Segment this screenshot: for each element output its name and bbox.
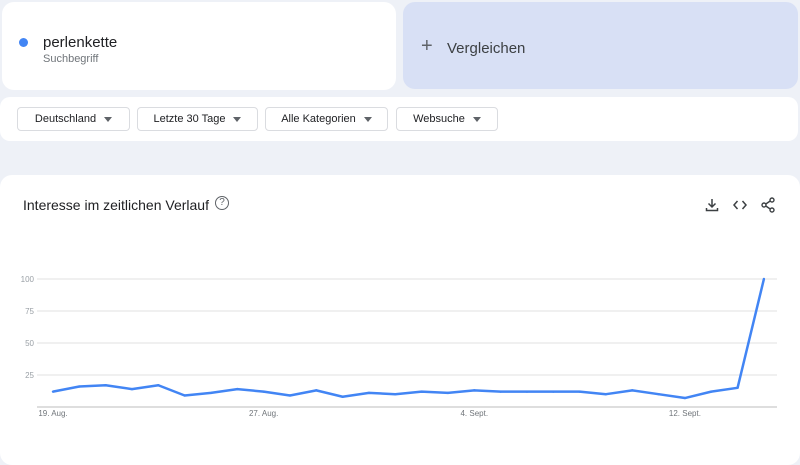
data-point	[631, 389, 634, 392]
data-point	[578, 390, 581, 393]
data-point	[683, 396, 687, 400]
data-point	[78, 385, 81, 388]
x-tick-label: 4. Sept.	[460, 409, 488, 418]
data-point	[420, 390, 423, 393]
data-point	[657, 393, 660, 396]
chart-title: Interesse im zeitlichen Verlauf	[23, 197, 209, 213]
share-icon[interactable]	[760, 197, 776, 213]
y-tick-label: 75	[25, 307, 34, 316]
data-point	[288, 394, 292, 397]
x-tick-label: 12. Sept.	[669, 409, 701, 418]
data-point	[736, 386, 739, 389]
y-tick-label: 25	[25, 371, 34, 380]
time-range-label: Letzte 30 Tage	[153, 113, 226, 125]
data-point	[51, 390, 55, 393]
data-point	[130, 387, 134, 391]
data-point	[183, 394, 186, 397]
data-point	[262, 390, 265, 393]
caret-down-icon	[233, 116, 242, 122]
region-dropdown[interactable]: Deutschland	[17, 107, 130, 131]
category-dropdown[interactable]: Alle Kategorien	[265, 107, 388, 131]
search-term-card[interactable]: perlenkette Suchbegriff	[2, 2, 396, 90]
category-label: Alle Kategorien	[281, 113, 356, 125]
data-point	[710, 390, 713, 393]
time-range-dropdown[interactable]: Letzte 30 Tage	[137, 107, 258, 131]
filter-bar: Deutschland Letzte 30 Tage Alle Kategori…	[0, 97, 798, 141]
data-point	[473, 389, 476, 392]
data-point	[315, 389, 318, 392]
data-point	[604, 393, 608, 396]
series-color-dot	[19, 38, 28, 47]
data-point	[552, 390, 555, 393]
y-tick-label: 50	[25, 339, 34, 348]
caret-down-icon	[472, 116, 481, 122]
data-point	[499, 390, 502, 393]
data-point	[394, 393, 397, 396]
data-point	[236, 387, 239, 391]
data-point	[525, 390, 529, 393]
x-tick-label: 27. Aug.	[249, 409, 278, 418]
interest-over-time-card: Interesse im zeitlichen Verlauf ?	[0, 175, 800, 465]
caret-down-icon	[363, 116, 372, 122]
download-icon[interactable]	[704, 197, 720, 213]
search-term-type: Suchbegriff	[43, 53, 99, 65]
caret-down-icon	[104, 116, 113, 122]
data-point	[762, 277, 766, 281]
data-point	[209, 391, 213, 395]
data-point	[367, 391, 371, 395]
plus-icon: +	[421, 35, 433, 57]
search-term-name: perlenkette	[43, 34, 118, 51]
search-type-label: Websuche	[413, 113, 465, 125]
y-tick-label: 100	[21, 275, 35, 284]
series-line	[52, 278, 766, 400]
data-point	[446, 391, 450, 395]
search-type-dropdown[interactable]: Websuche	[396, 107, 498, 131]
data-point	[104, 384, 107, 387]
help-icon[interactable]: ?	[215, 196, 229, 210]
compare-button[interactable]: + Vergleichen	[403, 2, 798, 89]
x-tick-label: 19. Aug.	[38, 409, 67, 418]
data-point	[341, 395, 344, 398]
compare-label: Vergleichen	[447, 40, 526, 57]
region-label: Deutschland	[34, 113, 97, 125]
embed-code-icon[interactable]	[732, 197, 748, 213]
data-point	[157, 384, 160, 387]
